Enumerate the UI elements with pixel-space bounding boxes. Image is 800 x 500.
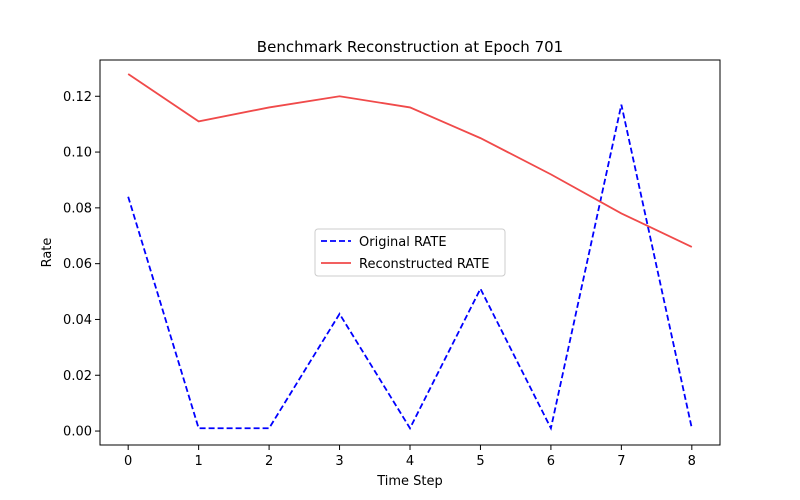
- y-tick-label: 0.08: [63, 201, 92, 216]
- y-axis-ticks: 0.00 0.02 0.04 0.06 0.08 0.10 0.12: [63, 90, 100, 440]
- x-tick-label: 2: [265, 454, 273, 469]
- x-tick-label: 1: [194, 454, 202, 469]
- chart-title: Benchmark Reconstruction at Epoch 701: [257, 38, 563, 56]
- series-original-rate-line: [127, 104, 693, 431]
- y-tick-label: 0.06: [63, 257, 92, 272]
- y-tick-label: 0.10: [63, 146, 92, 161]
- legend-label-original: Original RATE: [359, 235, 447, 250]
- x-tick-label: 3: [335, 454, 343, 469]
- series-reconstructed-rate-line: [127, 73, 693, 248]
- legend-box: [314, 228, 506, 277]
- y-tick-label: 0.02: [63, 369, 92, 384]
- x-tick-label: 7: [617, 454, 625, 469]
- y-tick-label: 0.12: [63, 90, 92, 105]
- x-tick-label: 8: [688, 454, 696, 469]
- x-axis-label: Time Step: [376, 474, 443, 489]
- legend: Original RATE Reconstructed RATE: [314, 228, 506, 277]
- y-tick-label: 0.00: [63, 425, 92, 440]
- x-axis-ticks: 0 1 2 3 4 5 6 7 8: [124, 445, 696, 469]
- series-layer: [127, 73, 693, 431]
- y-axis-label: Rate: [40, 238, 55, 268]
- x-tick-label: 4: [406, 454, 414, 469]
- legend-label-reconstructed: Reconstructed RATE: [359, 257, 489, 272]
- x-tick-label: 6: [547, 454, 555, 469]
- x-tick-label: 5: [476, 454, 484, 469]
- y-tick-label: 0.04: [63, 313, 92, 328]
- x-tick-label: 0: [124, 454, 132, 469]
